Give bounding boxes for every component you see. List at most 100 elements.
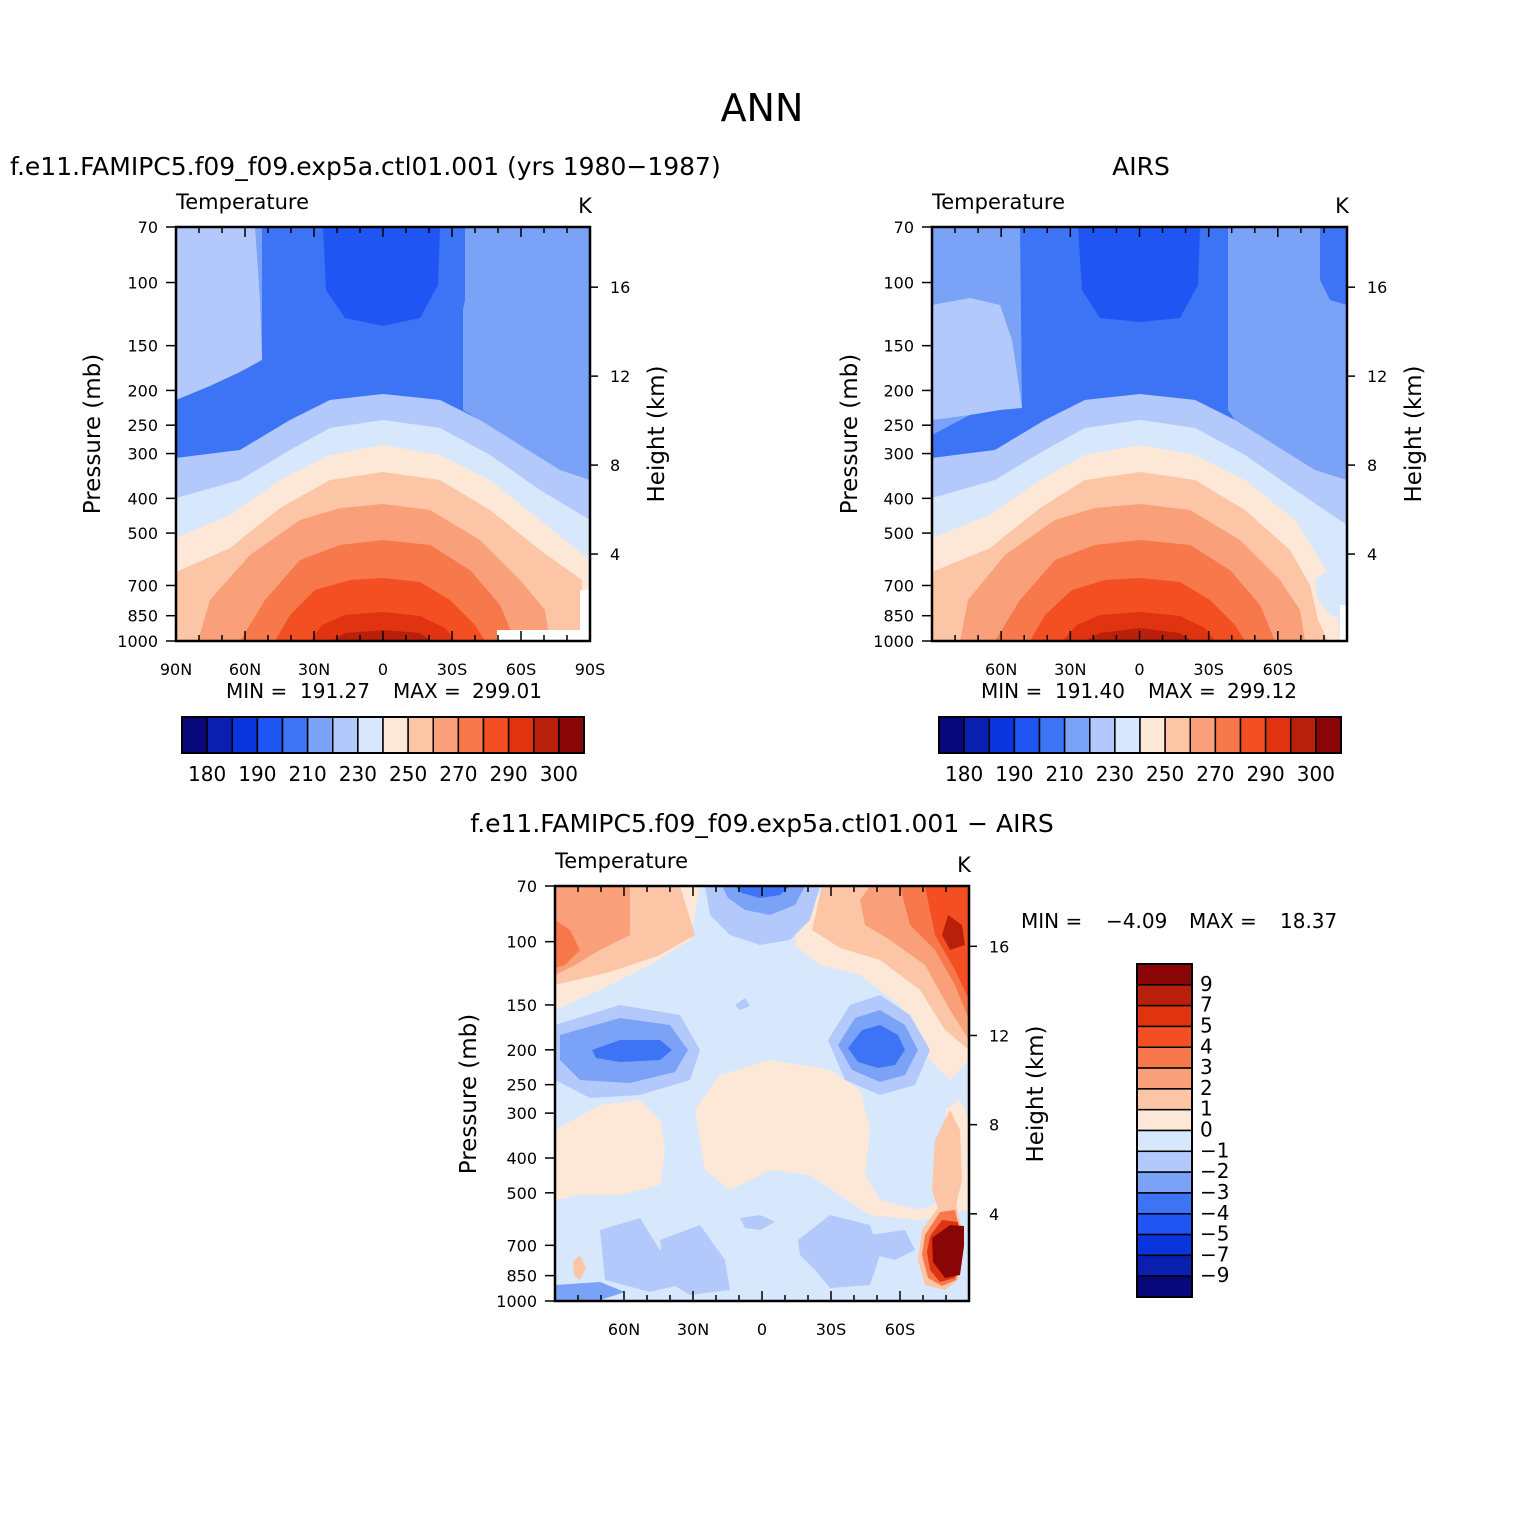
obs-colorbar-label: 290 <box>1247 762 1285 786</box>
obs-y-tick-label: 400 <box>883 489 914 508</box>
obs-contour-band <box>1085 628 1192 641</box>
model-min-value: 191.27 <box>300 679 370 703</box>
diff-contour-band <box>555 1282 625 1301</box>
model-x-tick-label: 60S <box>506 660 537 679</box>
obs-y2-tick-label: 16 <box>1367 278 1387 297</box>
obs-colorbar-label: 300 <box>1297 762 1335 786</box>
diff-y-tick-label: 500 <box>506 1184 537 1203</box>
model-max-label: MAX = <box>393 679 461 703</box>
obs-colorbar-swatch <box>1164 716 1191 754</box>
model-panel-title: f.e11.FAMIPC5.f09_f09.exp5a.ctl01.001 (y… <box>10 152 721 181</box>
diff-colorbar-label: −7 <box>1200 1242 1229 1266</box>
model-min-label: MIN = <box>226 679 287 703</box>
diff-contour-band <box>695 1060 969 1220</box>
diff-contour-band <box>798 1215 880 1288</box>
model-y-axis-label: Pressure (mb) <box>80 354 106 514</box>
obs-colorbar-label: 270 <box>1196 762 1234 786</box>
diff-colorbar-label: 2 <box>1200 1076 1213 1100</box>
diff-colorbar-swatch <box>1136 1213 1193 1236</box>
diff-min-label: MIN = <box>1021 909 1082 933</box>
model-x-tick-label: 90N <box>160 660 192 679</box>
diff-colorbar-label: −1 <box>1200 1138 1229 1162</box>
model-colorbar-swatch <box>533 716 560 754</box>
obs-colorbar-swatch <box>988 716 1016 754</box>
diff-axis-labels: 60N 30N 0 30S 60S 70 100 150 200 250 300 400 500 700 8… <box>496 877 1009 1339</box>
diff-colorbar-swatch <box>1136 1233 1193 1257</box>
model-y-tick-label: 850 <box>127 607 158 626</box>
diff-contour-band <box>932 1225 964 1278</box>
diff-colorbar-swatch <box>1136 963 1193 986</box>
diff-colorbar-swatch <box>1136 984 1193 1007</box>
diff-contour-band <box>848 1025 905 1068</box>
obs-y-tick-label: 100 <box>883 274 914 293</box>
obs-colorbar-label: 210 <box>1046 762 1084 786</box>
diff-colorbar-swatch <box>1136 1150 1193 1173</box>
obs-y-axis-label: Pressure (mb) <box>837 354 863 514</box>
model-contour-band <box>176 227 262 400</box>
obs-panel-units-label: K <box>1335 194 1350 218</box>
obs-colorbar-swatch <box>1139 716 1166 754</box>
model-y-tick-label: 100 <box>127 274 158 293</box>
diff-y2-tick-label: 16 <box>989 937 1009 956</box>
model-colorbar-swatch <box>306 716 334 754</box>
obs-panel-title: AIRS <box>1112 152 1170 181</box>
model-colorbar-label: 190 <box>238 762 276 786</box>
model-colorbar-label: 270 <box>439 762 477 786</box>
model-colorbar-swatch <box>407 716 434 754</box>
diff-x-tick-label: 30N <box>677 1320 709 1339</box>
obs-colorbar-swatch <box>1189 716 1217 754</box>
diff-max-label: MAX = <box>1189 909 1257 933</box>
model-colorbar-swatch <box>281 716 309 754</box>
model-contour-band <box>463 227 590 480</box>
model-max-value: 299.01 <box>472 679 542 703</box>
diff-contour-band <box>555 1100 665 1200</box>
diff-colorbar-label: 3 <box>1200 1055 1213 1079</box>
obs-x-tick-label: 30S <box>1193 660 1224 679</box>
diff-colorbar-label: −5 <box>1200 1222 1229 1246</box>
obs-x-tick-label: 0 <box>1134 660 1144 679</box>
model-y2-tick-label: 12 <box>610 367 630 386</box>
diff-y-tick-label: 700 <box>506 1236 537 1255</box>
diff-x-tick-label: 60S <box>885 1320 916 1339</box>
diff-y2-tick-label: 12 <box>989 1026 1009 1045</box>
model-contour-band <box>332 630 432 641</box>
obs-colorbar-swatch <box>1063 716 1091 754</box>
diff-x-tick-label: 0 <box>757 1320 767 1339</box>
diff-colorbar-swatch <box>1136 1129 1193 1153</box>
diff-y-tick-label: 400 <box>506 1149 537 1168</box>
model-y-tick-label: 300 <box>127 445 158 464</box>
obs-axis-ticks <box>922 226 1355 642</box>
diff-contour-band <box>573 1255 586 1280</box>
obs-colorbar-swatch <box>1214 716 1242 754</box>
model-colorbar-swatch <box>382 716 409 754</box>
obs-min-value: 191.40 <box>1055 679 1125 703</box>
model-y-tick-label: 70 <box>138 218 158 237</box>
obs-contour-band <box>1228 227 1347 480</box>
diff-contour-field <box>555 886 969 1301</box>
obs-colorbar-swatch <box>1114 716 1141 754</box>
obs-panel-variable-label: Temperature <box>931 190 1065 214</box>
diff-panel: f.e11.FAMIPC5.f09_f09.exp5a.ctl01.001 − … <box>456 809 1337 1339</box>
diff-max-value: 18.37 <box>1280 909 1337 933</box>
obs-contour-band <box>1078 227 1200 322</box>
model-x-tick-label: 90S <box>575 660 606 679</box>
diff-contour-band <box>735 998 750 1010</box>
obs-colorbar-swatch <box>1038 716 1066 754</box>
diff-contour-band <box>660 1225 730 1295</box>
diff-contour-band <box>722 886 805 915</box>
model-colorbar-swatch <box>181 716 208 754</box>
model-y-tick-label: 700 <box>127 576 158 595</box>
obs-y-tick-label: 850 <box>883 607 914 626</box>
obs-min-label: MIN = <box>981 679 1042 703</box>
model-x-tick-label: 30S <box>437 660 468 679</box>
model-y2-tick-label: 8 <box>610 456 620 475</box>
model-colorbar-swatch <box>231 716 259 754</box>
obs-axis-labels: 60N 30N 0 30S 60S 70 100 150 200 250 300 400 500 700 8… <box>873 218 1387 679</box>
model-contour-field <box>176 227 590 641</box>
model-colorbar-label: 180 <box>188 762 226 786</box>
diff-y-tick-label: 200 <box>506 1041 537 1060</box>
model-missing-region <box>580 590 590 641</box>
diff-panel-units-label: K <box>957 853 972 877</box>
obs-contour-band <box>1315 565 1347 620</box>
